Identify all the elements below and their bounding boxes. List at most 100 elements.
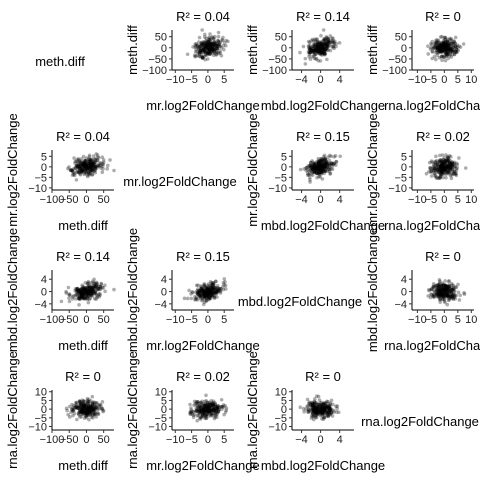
data-point bbox=[308, 45, 313, 50]
data-point bbox=[332, 41, 336, 45]
data-point bbox=[92, 167, 97, 171]
data-point bbox=[312, 50, 317, 54]
data-point bbox=[319, 43, 324, 47]
data-point bbox=[318, 50, 322, 55]
data-point bbox=[440, 43, 444, 48]
data-point bbox=[317, 47, 322, 52]
data-point bbox=[316, 49, 321, 54]
data-point bbox=[224, 38, 228, 43]
data-point bbox=[312, 162, 317, 166]
data-point bbox=[83, 169, 88, 173]
data-point bbox=[101, 160, 106, 165]
data-point bbox=[316, 404, 321, 409]
data-point bbox=[94, 152, 99, 156]
data-point bbox=[436, 40, 440, 45]
data-point bbox=[307, 46, 312, 51]
data-point bbox=[450, 52, 455, 57]
data-point bbox=[442, 44, 447, 49]
data-point bbox=[69, 410, 73, 415]
data-point bbox=[208, 42, 212, 46]
data-point bbox=[202, 44, 207, 49]
x-tick-label: 10 bbox=[465, 314, 477, 326]
data-point bbox=[323, 49, 327, 53]
r-squared-label: R² = 0 bbox=[65, 369, 101, 384]
y-tick-label: 4 bbox=[401, 274, 407, 286]
data-point bbox=[81, 161, 85, 166]
data-point bbox=[313, 43, 317, 47]
data-point bbox=[457, 298, 462, 302]
data-point bbox=[317, 45, 321, 49]
data-point bbox=[82, 164, 87, 169]
data-point bbox=[85, 173, 89, 177]
data-point bbox=[312, 48, 316, 52]
data-point bbox=[439, 49, 444, 53]
data-point bbox=[456, 282, 460, 287]
data-point bbox=[316, 50, 320, 55]
data-point bbox=[317, 49, 321, 54]
data-point bbox=[446, 43, 450, 47]
data-point bbox=[434, 38, 438, 43]
data-point bbox=[443, 40, 448, 45]
data-point bbox=[438, 46, 442, 51]
data-point bbox=[441, 41, 446, 45]
data-point bbox=[214, 44, 219, 48]
data-point bbox=[449, 39, 454, 43]
data-point bbox=[445, 53, 449, 57]
data-point bbox=[455, 43, 459, 47]
data-point bbox=[326, 38, 331, 42]
data-point bbox=[435, 45, 440, 50]
data-point bbox=[202, 54, 207, 59]
data-point bbox=[453, 35, 458, 40]
data-point bbox=[326, 40, 331, 45]
data-point bbox=[322, 47, 327, 51]
data-point bbox=[324, 158, 328, 163]
data-point bbox=[325, 44, 330, 49]
data-point bbox=[428, 166, 432, 170]
y-axis-title: mbd.log2FoldChange bbox=[125, 228, 140, 352]
data-point bbox=[319, 40, 324, 44]
data-point bbox=[318, 45, 323, 49]
data-point bbox=[309, 39, 314, 43]
data-point bbox=[331, 39, 336, 43]
data-point bbox=[207, 50, 211, 55]
x-axis-title: mbd.log2FoldChange bbox=[261, 98, 385, 113]
data-point bbox=[64, 289, 68, 294]
data-point bbox=[309, 408, 314, 412]
x-tick-label: −100 bbox=[40, 194, 65, 206]
data-point bbox=[324, 35, 329, 40]
data-point bbox=[327, 158, 332, 163]
data-point bbox=[326, 36, 330, 41]
data-point bbox=[308, 50, 313, 54]
data-point bbox=[443, 40, 447, 45]
data-point bbox=[207, 49, 211, 54]
data-point bbox=[322, 52, 327, 56]
data-point bbox=[73, 159, 78, 164]
data-point bbox=[204, 43, 209, 48]
data-point bbox=[454, 50, 458, 54]
data-point bbox=[430, 50, 435, 54]
data-point bbox=[200, 28, 204, 32]
data-point bbox=[424, 171, 429, 176]
data-point bbox=[444, 45, 449, 49]
data-point bbox=[456, 290, 461, 295]
data-point bbox=[210, 286, 215, 291]
scatter-points bbox=[66, 152, 116, 182]
data-point bbox=[323, 51, 327, 56]
data-point bbox=[441, 287, 446, 291]
data-point bbox=[86, 171, 91, 176]
data-point bbox=[213, 42, 218, 46]
data-point bbox=[450, 49, 455, 54]
data-point bbox=[64, 406, 69, 411]
data-point bbox=[318, 45, 322, 50]
data-point bbox=[444, 42, 449, 47]
data-point bbox=[432, 54, 437, 59]
data-point bbox=[322, 46, 326, 50]
data-point bbox=[306, 45, 311, 49]
data-point bbox=[88, 164, 93, 169]
data-point bbox=[189, 292, 193, 296]
data-point bbox=[318, 59, 323, 63]
data-point bbox=[445, 49, 450, 54]
data-point bbox=[95, 410, 100, 415]
data-point bbox=[93, 163, 97, 167]
